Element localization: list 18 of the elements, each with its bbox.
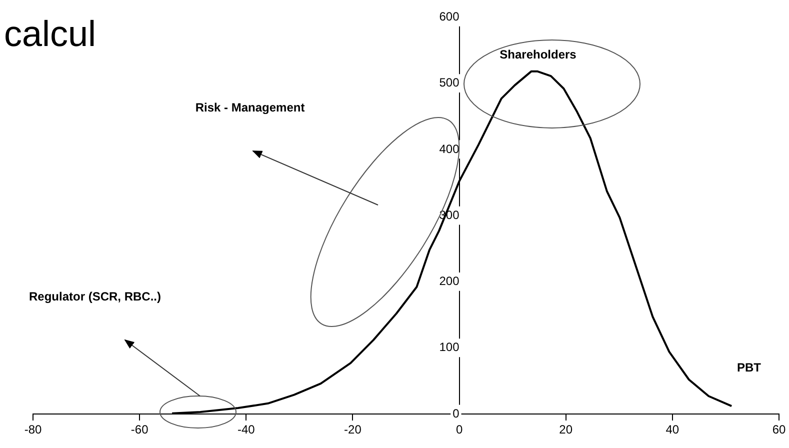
y-tick-label: 0 [452, 406, 460, 420]
annotation: Regulator (SCR, RBC..) [29, 289, 162, 304]
x-tick-label: 60 [772, 422, 786, 437]
chart-title: calcul [4, 13, 96, 54]
x-axis-title: PBT [737, 360, 762, 374]
x-tick-label: -20 [344, 422, 362, 437]
x-tick-label: -40 [237, 422, 256, 437]
y-tick-label: 600 [439, 10, 460, 24]
y-tick-label: 500 [439, 76, 460, 90]
annotation: Shareholders [500, 47, 577, 62]
x-tick-label: -80 [24, 422, 42, 437]
x-tick-label: 40 [666, 422, 680, 437]
y-tick-label: 100 [439, 340, 460, 354]
annotation: Risk - Management [195, 100, 305, 114]
x-tick-label: 20 [559, 422, 573, 437]
y-tick-label: 400 [439, 142, 460, 156]
x-tick-label: -60 [130, 422, 149, 437]
y-tick-label: 200 [439, 274, 460, 288]
